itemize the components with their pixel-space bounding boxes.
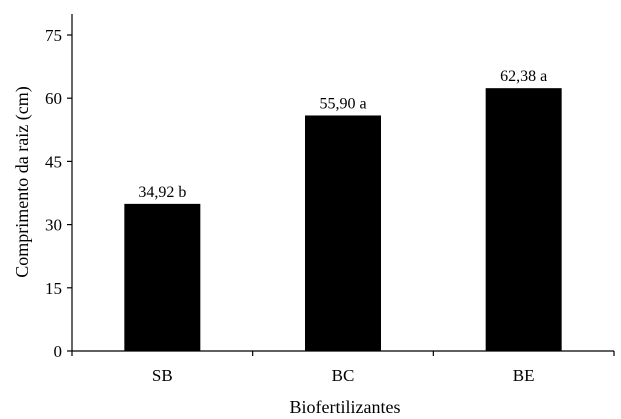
plot-area: 0 15 30 45 60 75 34,92 b SB 55,90 a BC 62,38 a BE [45,14,615,385]
bar [485,88,562,351]
y-axis-title: Comprimento da raiz (cm) [12,86,33,277]
y-tick-label: 15 [45,279,62,298]
data-label: 62,38 a [500,68,547,85]
y-tick-label: 60 [45,89,62,108]
y-tick-label: 0 [54,342,63,361]
x-tick-label: BC [332,366,355,385]
y-tick-label: 45 [45,152,62,171]
x-axis-title: Biofertilizantes [290,397,401,417]
data-label: 55,90 a [319,95,366,112]
y-tick-label: 30 [45,216,62,235]
x-tick-label: SB [152,366,173,385]
bar [305,115,381,351]
y-tick-label: 75 [45,26,62,45]
x-tick-label: BE [513,366,535,385]
data-label: 34,92 b [138,184,186,201]
bar [124,203,201,351]
